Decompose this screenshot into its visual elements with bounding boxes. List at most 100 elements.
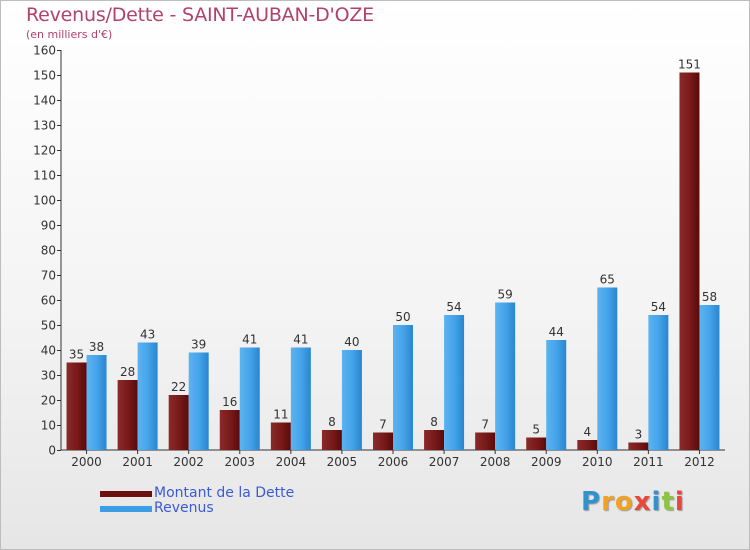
bar-revenus-2005 — [341, 350, 362, 450]
data-label-debt-2009: 5 — [532, 423, 540, 437]
bar-debt-2002 — [168, 395, 189, 450]
chart-subtitle: (en milliers d'€) — [26, 28, 113, 41]
x-tick-label: 2001 — [122, 455, 153, 469]
data-label-debt-2005: 8 — [328, 415, 336, 429]
data-label-debt-2001: 28 — [120, 365, 135, 379]
proxiti-logo: Proxiti — [581, 487, 685, 517]
data-label-revenus-2008: 59 — [498, 288, 513, 302]
bar-debt-2010 — [577, 440, 598, 450]
bar-revenus-2007 — [444, 315, 465, 450]
bar-debt-2012 — [679, 72, 700, 450]
bar-revenus-2000 — [86, 355, 107, 450]
bar-revenus-2009 — [546, 340, 567, 450]
data-label-debt-2010: 4 — [583, 425, 591, 439]
x-tick-label: 2012 — [684, 455, 715, 469]
bar-debt-2006 — [373, 432, 393, 450]
x-tick-label: 2007 — [429, 455, 460, 469]
legend-swatch-revenus — [100, 506, 152, 512]
data-label-revenus-2009: 44 — [549, 325, 564, 339]
legend-label-debt: Montant de la Dette — [154, 485, 295, 501]
logo-letter-6: i — [674, 487, 685, 517]
data-label-debt-2000: 35 — [69, 348, 84, 362]
data-label-revenus-2001: 43 — [140, 328, 155, 342]
y-tick-label: 0 — [48, 444, 56, 458]
bar-debt-2004 — [270, 422, 291, 450]
data-label-debt-2006: 7 — [379, 418, 387, 432]
y-tick-label: 30 — [41, 369, 56, 383]
bar-revenus-2011 — [648, 315, 669, 450]
data-label-debt-2011: 3 — [635, 428, 643, 442]
logo-letter-5: t — [661, 487, 675, 517]
bar-revenus-2002 — [188, 352, 209, 450]
x-tick-label: 2000 — [71, 455, 102, 469]
y-tick-label: 20 — [41, 394, 56, 408]
legend-swatch-debt — [100, 491, 152, 497]
y-tick-label: 70 — [41, 269, 56, 283]
logo-letter-1: r — [601, 487, 615, 517]
bar-debt-2007 — [424, 430, 445, 450]
chart-axes: 0 10 20 30 40 50 60 70 80 90 100 110 120 130 140 150 160… — [33, 44, 725, 469]
bar-revenus-2001 — [137, 342, 158, 450]
x-tick-label: 2005 — [327, 455, 358, 469]
bar-revenus-2012 — [699, 305, 720, 450]
data-label-debt-2002: 22 — [171, 380, 186, 394]
x-tick-label: 2010 — [582, 455, 613, 469]
data-label-revenus-2006: 50 — [395, 310, 410, 324]
data-label-revenus-2010: 65 — [600, 273, 615, 287]
y-tick-label: 50 — [41, 319, 56, 333]
y-tick-label: 60 — [41, 294, 56, 308]
data-label-debt-2012: 151 — [678, 58, 701, 72]
x-tick-label: 2002 — [173, 455, 204, 469]
logo-letter-3: x — [633, 487, 652, 517]
chart-title: Revenus/Dette - SAINT-AUBAN-D'OZE — [26, 4, 374, 26]
y-tick-label: 100 — [33, 194, 56, 208]
chart-data-labels: 3538284322391641114184075085475954446535… — [69, 58, 717, 442]
bar-debt-2008 — [475, 432, 496, 450]
y-tick-label: 130 — [33, 119, 56, 133]
bar-debt-2005 — [321, 430, 342, 450]
y-tick-label: 40 — [41, 344, 56, 358]
legend-label-revenus: Revenus — [154, 500, 214, 516]
data-label-debt-2003: 16 — [222, 395, 237, 409]
data-label-debt-2008: 7 — [481, 418, 489, 432]
bar-debt-2011 — [628, 442, 649, 450]
y-tick-label: 150 — [33, 69, 56, 83]
x-tick-label: 2011 — [633, 455, 664, 469]
bar-revenus-2006 — [393, 325, 413, 450]
bar-revenus-2010 — [597, 287, 618, 450]
data-label-revenus-2005: 40 — [344, 335, 359, 349]
logo-letter-0: P — [581, 487, 602, 517]
x-tick-label: 2008 — [480, 455, 511, 469]
data-label-revenus-2004: 41 — [293, 333, 308, 347]
x-tick-label: 2006 — [378, 455, 409, 469]
data-label-revenus-2000: 38 — [89, 340, 104, 354]
chart-bars — [66, 72, 720, 450]
bar-debt-2003 — [219, 410, 240, 450]
y-tick-label: 80 — [41, 244, 56, 258]
bar-debt-2000 — [66, 362, 87, 450]
y-tick-label: 140 — [33, 94, 56, 108]
data-label-revenus-2007: 54 — [446, 300, 461, 314]
data-label-revenus-2002: 39 — [191, 338, 206, 352]
data-label-debt-2004: 11 — [273, 408, 288, 422]
x-tick-label: 2004 — [276, 455, 307, 469]
y-tick-label: 110 — [33, 169, 56, 183]
y-tick-label: 160 — [33, 44, 56, 58]
data-label-revenus-2011: 54 — [651, 300, 666, 314]
y-tick-label: 120 — [33, 144, 56, 158]
bar-debt-2001 — [117, 380, 138, 450]
logo-letter-2: o — [614, 487, 634, 517]
y-tick-label: 10 — [41, 419, 56, 433]
x-tick-label: 2003 — [224, 455, 255, 469]
data-label-debt-2007: 8 — [430, 415, 438, 429]
bar-debt-2009 — [526, 437, 547, 450]
bar-revenus-2008 — [495, 302, 516, 450]
y-tick-label: 90 — [41, 219, 56, 233]
logo-letter-4: i — [651, 487, 662, 517]
x-tick-label: 2009 — [531, 455, 562, 469]
data-label-revenus-2003: 41 — [242, 333, 257, 347]
data-label-revenus-2012: 58 — [702, 290, 717, 304]
bar-revenus-2004 — [290, 347, 311, 450]
